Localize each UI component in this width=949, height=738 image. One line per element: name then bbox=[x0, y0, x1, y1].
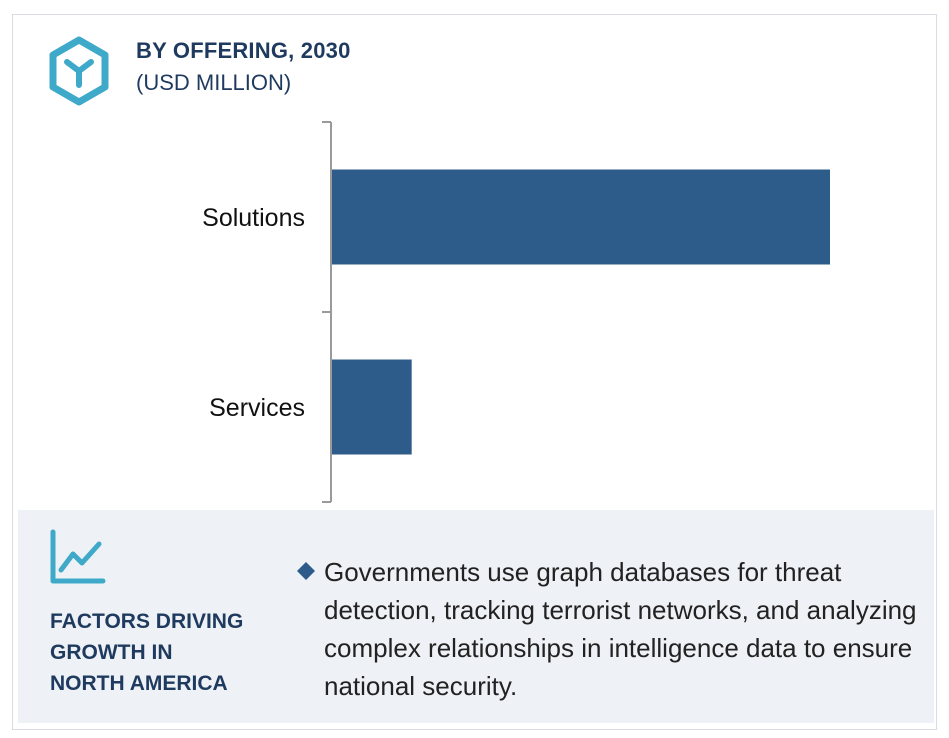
hexagon-y-icon bbox=[49, 36, 109, 106]
bar-services bbox=[332, 359, 412, 455]
chart-subtitle: (USD MILLION) bbox=[136, 70, 292, 95]
factors-heading-line: NORTH AMERICA bbox=[50, 672, 228, 695]
factor-bullet-text: Governments use graph databases for thre… bbox=[324, 557, 917, 701]
diamond-bullet-icon bbox=[297, 562, 315, 580]
line-chart-icon bbox=[50, 529, 106, 584]
factors-heading-line: FACTORS DRIVING bbox=[50, 610, 244, 633]
bar-chart: Solutions Services bbox=[202, 121, 830, 503]
category-label: Services bbox=[209, 394, 305, 422]
factors-panel bbox=[18, 510, 934, 723]
factors-heading-line: GROWTH IN bbox=[50, 641, 173, 664]
chart-title: BY OFFERING, 2030 bbox=[136, 38, 351, 63]
category-label: Solutions bbox=[202, 204, 305, 232]
factors-heading: FACTORS DRIVING GROWTH IN NORTH AMERICA bbox=[50, 606, 270, 699]
bar-solutions bbox=[332, 169, 830, 265]
